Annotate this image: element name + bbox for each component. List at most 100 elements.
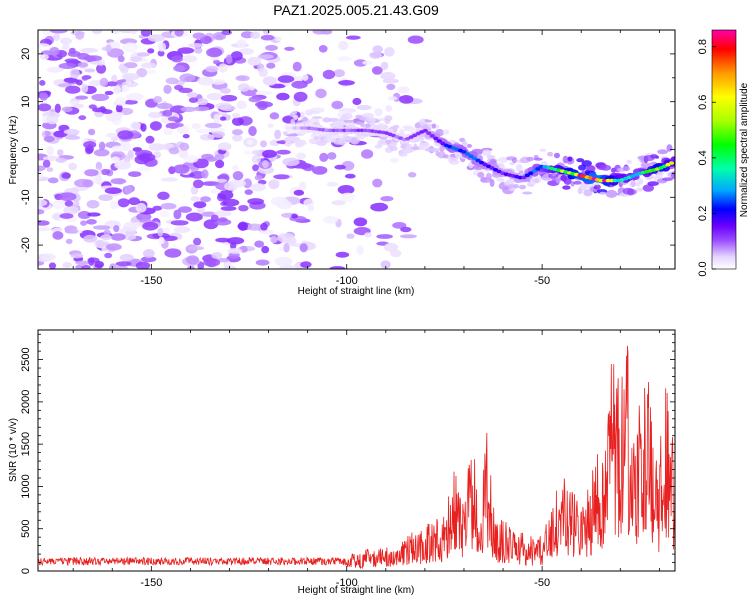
spectrogram-track-halo — [365, 123, 371, 129]
spectrogram-noise-cell — [266, 62, 276, 69]
spectrogram-track-halo — [515, 164, 523, 172]
spectrogram-noise-cell — [204, 122, 222, 129]
spectrogram-noise-cell — [215, 237, 231, 243]
spectrogram-noise-cell — [141, 62, 156, 69]
spectrogram-noise-cell — [390, 157, 399, 163]
spectrogram-noise-cell — [78, 115, 87, 121]
colorbar-tick-label: 0.2 — [697, 206, 709, 221]
spectrogram-noise-cell — [255, 101, 273, 108]
spectrogram-track-halo — [583, 189, 593, 197]
spectrogram-noise-cell — [408, 172, 417, 178]
spectrogram-track-peak — [429, 134, 435, 138]
spectrogram-noise-cell — [91, 30, 103, 35]
spectrogram-noise-cell — [104, 252, 113, 259]
spectrogram-noise-cell — [196, 206, 205, 214]
spectrogram-noise-cell — [296, 152, 306, 160]
spectrogram-noise-cell — [57, 149, 64, 157]
spectrogram-noise-cell — [222, 198, 240, 207]
y-tick-label: 1500 — [20, 432, 32, 456]
spectrogram-noise-cell — [70, 253, 84, 259]
spectrogram-noise-cell — [240, 31, 254, 39]
spectrogram-noise-cell — [59, 213, 74, 219]
spectrogram-track-halo — [526, 156, 534, 162]
spectrogram-track-halo — [370, 118, 376, 126]
spectrogram-noise-cell — [160, 202, 177, 210]
spectrogram-track-halo — [374, 144, 382, 149]
spectrogram-noise-cell — [217, 190, 234, 200]
spectrogram-noise-cell — [397, 86, 410, 94]
spectrogram-noise-cell — [95, 161, 103, 171]
spectrogram-noise-cell — [54, 103, 61, 114]
spectrogram-track-halo — [291, 110, 298, 115]
spectrogram-noise-cell — [331, 200, 346, 206]
spectrogram-track-halo — [443, 154, 449, 159]
spectrogram-noise-cell — [180, 106, 197, 113]
spectrogram-noise-cell — [104, 187, 122, 194]
spectrogram-noise-cell — [300, 261, 312, 268]
spectrogram-noise-cell — [211, 79, 226, 85]
spectrogram-track-halo — [640, 162, 652, 168]
spectrogram-noise-cell — [271, 196, 289, 206]
y-tick-label: 1000 — [20, 474, 32, 498]
spectrogram-noise-cell — [121, 233, 137, 240]
spectrogram-noise-cell — [361, 149, 374, 159]
spectrogram-noise-cell — [188, 97, 198, 103]
y-tick-label: 500 — [20, 520, 32, 538]
spectrogram-noise-cell — [319, 152, 329, 162]
spectrogram-noise-cell — [96, 63, 107, 74]
spectrogram-noise-cell — [392, 222, 407, 229]
spectrogram-noise-cell — [131, 222, 146, 227]
spectrogram-noise-cell — [88, 257, 95, 266]
spectrogram-noise-cell — [372, 45, 383, 54]
spectrogram-noise-cell — [187, 246, 205, 251]
snr-axis-ticks: -150 -100 -50 0 500 1000 1500 2000 2500 — [20, 330, 675, 589]
spectrogram-noise-cell — [173, 209, 182, 220]
spectrogram-noise-cell — [261, 245, 270, 254]
spectrogram-track-halo — [489, 179, 495, 187]
spectrogram-noise-cell — [43, 135, 55, 143]
spectrogram-noise-cell — [218, 63, 228, 73]
colorbar-gradient — [711, 29, 737, 270]
spectrogram-noise-cell — [122, 42, 139, 53]
spectrogram-noise-cell — [338, 40, 349, 51]
spectrogram-track-halo — [398, 152, 408, 157]
spectrogram-noise-cell — [42, 159, 51, 168]
spectrogram-noise-cell — [213, 113, 221, 124]
y-tick-label: -10 — [20, 189, 32, 205]
spectrogram-noise-cell — [218, 217, 228, 223]
spectrogram-noise-cell — [88, 104, 97, 109]
spectrogram-noise-cell — [242, 178, 252, 189]
y-tick-label: 2500 — [20, 347, 32, 371]
snr-ylabel: SNR (10 * v/v) — [8, 418, 19, 482]
spectrogram-noise-cell — [80, 220, 88, 226]
spectrogram-track-halo — [477, 172, 485, 178]
colorbar-tick-label: 0.6 — [697, 95, 709, 110]
spectrogram-noise-cell — [226, 237, 245, 245]
spectrogram-track-halo — [482, 149, 492, 157]
spectrogram-noise-cell — [260, 222, 268, 231]
spectrogram-noise-cell — [327, 152, 337, 160]
spectrogram-noise-cell — [293, 76, 304, 81]
spectrogram-noise-cell — [370, 202, 388, 212]
spectrogram-noise-cell — [168, 122, 184, 128]
spectrogram-noise-cell — [73, 103, 85, 109]
spectrogram-noise-cell — [86, 199, 100, 209]
spectrogram-noise-cell — [380, 260, 391, 269]
spectrogram-track-halo — [351, 137, 356, 144]
spectrogram-noise-cell — [291, 80, 308, 89]
spectrogram-track-peak — [521, 175, 527, 180]
spectrogram-noise-cell — [346, 233, 355, 239]
spectrogram-noise-cell — [383, 242, 399, 252]
spectrogram-noise-cell — [298, 181, 307, 191]
spectrogram-noise-cell — [225, 54, 233, 64]
spectrogram-noise-cell — [232, 171, 244, 181]
spectrogram-track-halo — [586, 165, 596, 173]
spectrogram-noise-cell — [65, 135, 81, 140]
spectrogram-noise-cell — [170, 220, 189, 226]
spectrogram-track-peak — [436, 139, 442, 143]
spectrogram-noise-cell — [64, 200, 74, 207]
x-tick-label: -150 — [140, 275, 162, 287]
spectrogram-noise-cell — [87, 212, 101, 217]
spectrogram-track-halo — [341, 113, 353, 120]
spectrogram-track-peak — [475, 158, 481, 163]
